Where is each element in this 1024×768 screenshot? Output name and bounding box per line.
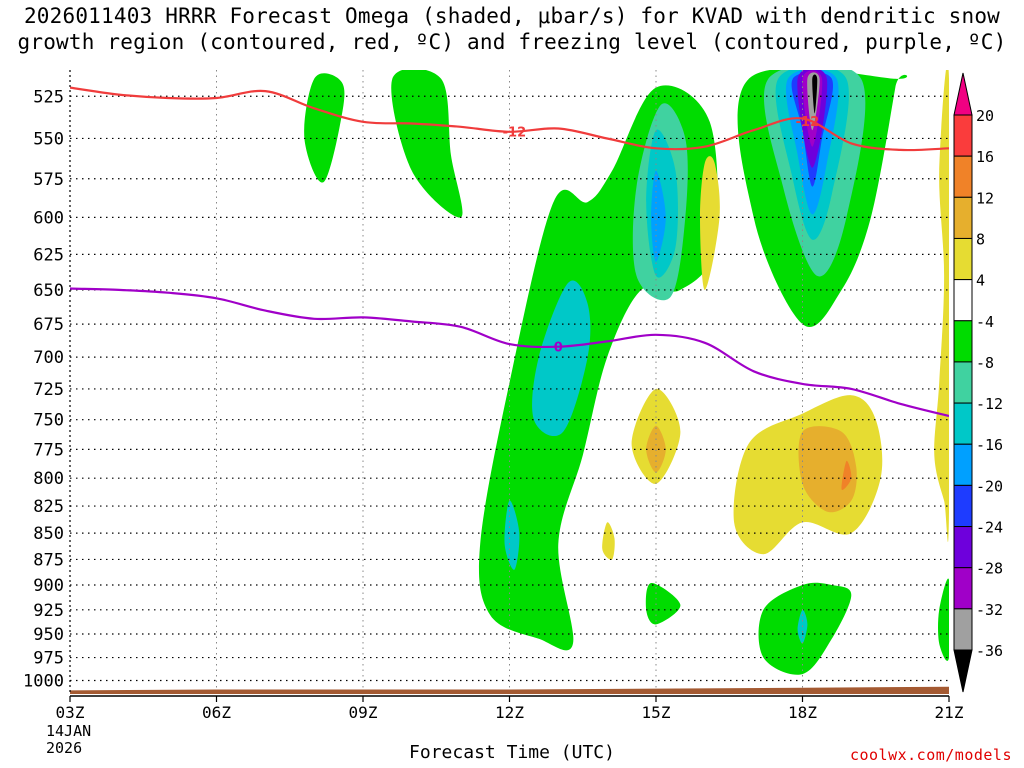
colorbar-label--12: -12 bbox=[976, 395, 1003, 413]
colorbar-box-11 bbox=[953, 567, 973, 610]
y-tick-label-1000: 1000 bbox=[23, 672, 64, 692]
omega-region-0 bbox=[304, 73, 345, 183]
colorbar-box-3 bbox=[953, 237, 973, 281]
omega-region-3 bbox=[532, 280, 591, 437]
y-tick-label-850: 850 bbox=[33, 524, 64, 544]
y-tick-label-750: 750 bbox=[33, 411, 64, 431]
colorbar-box-6 bbox=[953, 361, 973, 404]
omega-region-17 bbox=[934, 70, 949, 543]
dgz-contour-label-1: -12 bbox=[796, 115, 820, 130]
chart-title-line1: 2026011403 HRRR Forecast Omega (shaded, … bbox=[23, 4, 1001, 28]
colorbar-top-triangle bbox=[953, 72, 973, 116]
y-tick-label-550: 550 bbox=[33, 129, 64, 149]
y-tick-label-700: 700 bbox=[33, 348, 64, 368]
plot-axes: 525 550 575 600 625 650 675 700 725 750 775 800 825 8… bbox=[23, 70, 964, 722]
omega-region-21 bbox=[602, 522, 615, 560]
omega-shading bbox=[304, 70, 949, 675]
dgz-contour-label-0: -12 bbox=[503, 126, 527, 141]
x-tick-label-06Z: 06Z bbox=[202, 703, 231, 722]
temperature-contours: -12 -12 0 bbox=[70, 86, 949, 418]
colorbar-label--32: -32 bbox=[976, 601, 1003, 619]
colorbar-label-20: 20 bbox=[976, 107, 994, 125]
y-tick-label-975: 975 bbox=[33, 649, 64, 669]
freezing-level-contour-line bbox=[70, 287, 949, 418]
colorbar-box-2 bbox=[953, 196, 973, 239]
x-tick-label-09Z: 09Z bbox=[349, 703, 378, 722]
colorbar-label--24: -24 bbox=[976, 519, 1003, 537]
colorbar-box-4 bbox=[953, 279, 973, 322]
site-credit[interactable]: coolwx.com/models bbox=[849, 746, 1012, 764]
terrain bbox=[70, 686, 949, 694]
terrain-fill bbox=[70, 686, 949, 694]
y-tick-label-775: 775 bbox=[33, 440, 64, 460]
omega-region-20 bbox=[646, 425, 666, 473]
y-tick-label-675: 675 bbox=[33, 315, 64, 335]
colorbar-label--16: -16 bbox=[976, 436, 1003, 454]
colorbar-label-4: 4 bbox=[976, 272, 985, 290]
colorbar-label--8: -8 bbox=[976, 354, 994, 372]
colorbar-label-12: 12 bbox=[976, 189, 994, 207]
y-tick-label-875: 875 bbox=[33, 550, 64, 570]
y-tick-label-900: 900 bbox=[33, 576, 64, 596]
omega-region-28 bbox=[938, 578, 949, 661]
chart-title-line2: growth region (contoured, red, ºC) and f… bbox=[17, 30, 1007, 54]
omega-region-18 bbox=[700, 156, 720, 290]
y-tick-label-925: 925 bbox=[33, 601, 64, 621]
x-tick-label-18Z: 18Z bbox=[788, 703, 817, 722]
freezing-level-contour-label-0: 0 bbox=[554, 341, 563, 356]
omega-region-16 bbox=[812, 74, 818, 114]
omega-region-1 bbox=[391, 70, 463, 218]
y-tick-label-725: 725 bbox=[33, 380, 64, 400]
y-tick-label-650: 650 bbox=[33, 281, 64, 301]
colorbar-bottom-triangle bbox=[953, 649, 973, 693]
omega-region-23 bbox=[798, 426, 857, 513]
date-label-day: 14JAN bbox=[46, 722, 92, 740]
y-tick-label-800: 800 bbox=[33, 469, 64, 489]
colorbar-box-8 bbox=[953, 443, 973, 486]
colorbar-label--36: -36 bbox=[976, 642, 1003, 660]
colorbar: 20 16 12 8 4 -4 -8 -12 -16 -20 -24 -28 -32 -36 bbox=[953, 72, 1003, 693]
y-tick-label-600: 600 bbox=[33, 208, 64, 228]
grid-lines bbox=[70, 70, 949, 694]
colorbar-box-0 bbox=[953, 114, 973, 157]
colorbar-box-10 bbox=[953, 526, 973, 569]
colorbar-box-7 bbox=[953, 402, 973, 445]
y-tick-label-825: 825 bbox=[33, 497, 64, 517]
date-label-year: 2026 bbox=[46, 739, 83, 757]
omega-region-4 bbox=[504, 500, 520, 570]
y-tick-label-575: 575 bbox=[33, 170, 64, 190]
omega-region-24 bbox=[841, 460, 852, 490]
x-tick-label-03Z: 03Z bbox=[56, 703, 85, 722]
x-tick-label-21Z: 21Z bbox=[935, 703, 964, 722]
colorbar-box-1 bbox=[953, 155, 973, 198]
y-tick-label-625: 625 bbox=[33, 245, 64, 265]
colorbar-box-12 bbox=[953, 608, 973, 651]
colorbar-label-16: 16 bbox=[976, 148, 994, 166]
omega-region-7 bbox=[651, 170, 666, 262]
colorbar-label--20: -20 bbox=[976, 477, 1003, 495]
dgz-contour-line bbox=[70, 86, 949, 152]
x-tick-label-15Z: 15Z bbox=[642, 703, 671, 722]
x-axis-label: Forecast Time (UTC) bbox=[409, 742, 615, 763]
colorbar-label--4: -4 bbox=[976, 313, 994, 331]
x-tick-label-12Z: 12Z bbox=[495, 703, 524, 722]
colorbar-box-5 bbox=[953, 320, 973, 363]
y-tick-label-950: 950 bbox=[33, 625, 64, 645]
colorbar-box-9 bbox=[953, 484, 973, 528]
y-tick-label-525: 525 bbox=[33, 87, 64, 107]
colorbar-label-8: 8 bbox=[976, 230, 985, 248]
colorbar-label--28: -28 bbox=[976, 560, 1003, 578]
omega-region-27 bbox=[645, 582, 681, 625]
